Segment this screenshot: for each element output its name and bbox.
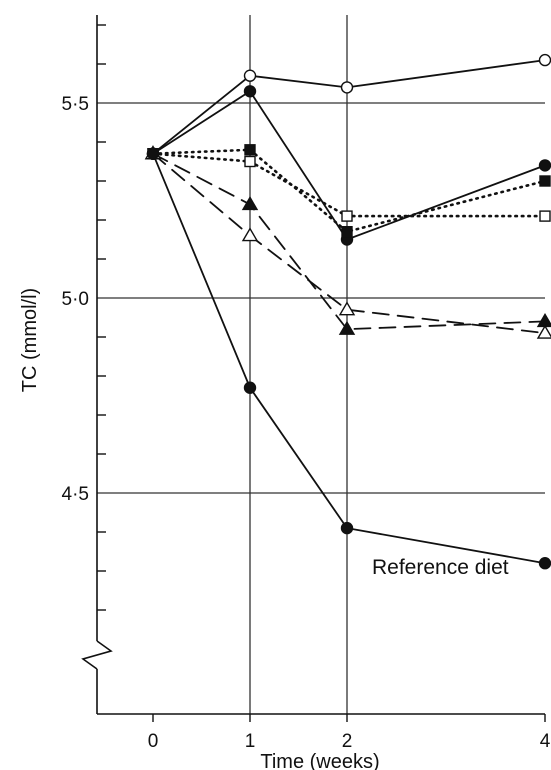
series-1-point-1 xyxy=(243,85,257,98)
series-4-point-2 xyxy=(338,320,356,335)
y-axis-break xyxy=(81,640,113,670)
series-6-point-2 xyxy=(340,521,354,535)
x-tick-label: 4 xyxy=(540,731,551,752)
series-0-point-1 xyxy=(243,69,257,82)
series-layer xyxy=(144,53,551,570)
x-tick-label: 0 xyxy=(148,731,159,752)
y-tick-label: 4·5 xyxy=(62,484,89,505)
series-2-point-2 xyxy=(341,225,353,238)
y-axis-label: TC (mmol/l) xyxy=(19,288,41,392)
x-tick-label: 1 xyxy=(245,731,256,752)
axes-layer xyxy=(81,15,546,722)
x-tick-label: 2 xyxy=(342,731,353,752)
annotation-reference-diet: Reference diet xyxy=(372,556,509,579)
y-tick-label: 5·0 xyxy=(62,289,89,310)
series-5-point-3 xyxy=(536,324,551,339)
series-3-point-3 xyxy=(539,210,551,222)
series-5-line xyxy=(152,152,546,335)
x-axis-label: Time (weeks) xyxy=(260,751,379,770)
series-3-line xyxy=(151,152,547,218)
series-4-point-3 xyxy=(536,313,551,328)
series-3-point-2 xyxy=(341,210,353,222)
series-4-line xyxy=(152,152,546,331)
series-0-point-3 xyxy=(538,53,551,67)
series-3-point-1 xyxy=(244,155,256,168)
series-1-line xyxy=(152,90,546,241)
grid-layer xyxy=(97,15,545,714)
series-6-line xyxy=(152,152,546,565)
y-tick-label: 5·5 xyxy=(62,94,89,115)
series-4-point-1 xyxy=(241,196,259,211)
series-6-point-3 xyxy=(538,557,551,570)
labels-layer: 4·5 5·0 5·5 0 1 2 4 Time (weeks) TC (mmol/l) Refe… xyxy=(19,94,551,770)
series-0-point-2 xyxy=(340,81,354,94)
series-5-point-2 xyxy=(338,301,356,316)
series-1-point-3 xyxy=(538,159,551,172)
series-2-line xyxy=(151,148,547,234)
series-5-point-1 xyxy=(241,227,259,242)
series-2-point-1 xyxy=(244,144,256,156)
series-6-point-1 xyxy=(243,381,257,394)
series-2-point-3 xyxy=(539,175,551,187)
series-6-point-0 xyxy=(146,147,160,160)
series-0-line xyxy=(152,59,546,155)
